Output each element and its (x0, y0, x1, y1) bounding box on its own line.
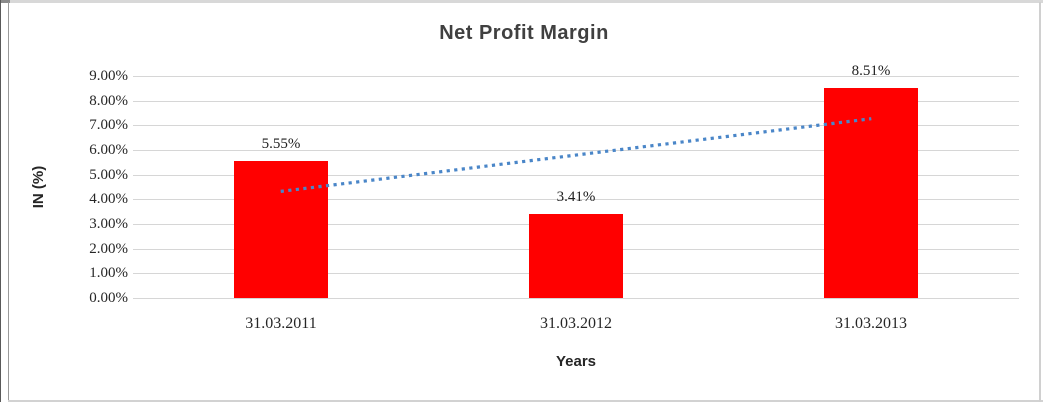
bar-data-label: 8.51% (851, 63, 891, 79)
x-category-label: 31.03.2012 (540, 315, 612, 332)
frame-bottom-border (8, 400, 1043, 402)
gridline-8pct (133, 101, 1019, 102)
x-category-label: 31.03.2013 (835, 315, 907, 332)
linear-trendline (280, 117, 872, 193)
gridline-4pct (133, 199, 1019, 200)
x-category-label: 31.03.2011 (245, 315, 317, 332)
frame-top-border (0, 0, 1043, 3)
frame-left-inner-border (8, 2, 9, 401)
y-tick-label: 0.00% (89, 290, 128, 306)
bar-31.03.2013[interactable] (824, 88, 918, 298)
bar-data-label: 5.55% (261, 136, 301, 152)
y-tick-label: 4.00% (89, 191, 128, 207)
y-tick-label: 3.00% (89, 216, 128, 232)
frame-right-border (1039, 2, 1041, 402)
bar-31.03.2012[interactable] (529, 214, 623, 298)
y-tick-label: 7.00% (89, 117, 128, 133)
frame-top-left-cap (0, 0, 10, 3)
y-tick-label: 2.00% (89, 241, 128, 257)
gridline-9pct (133, 76, 1019, 77)
y-tick-label: 5.00% (89, 167, 128, 183)
chart-title: Net Profit Margin (439, 22, 609, 44)
gridline-0pct (133, 298, 1019, 299)
y-tick-label: 1.00% (89, 265, 128, 281)
x-axis-title: Years (555, 353, 597, 370)
frame-left-outer-border (0, 0, 1, 402)
bar-31.03.2011[interactable] (234, 161, 328, 298)
y-tick-label: 6.00% (89, 142, 128, 158)
y-tick-label: 9.00% (89, 68, 128, 84)
y-tick-label: 8.00% (89, 93, 128, 109)
bar-data-label: 3.41% (556, 189, 596, 205)
